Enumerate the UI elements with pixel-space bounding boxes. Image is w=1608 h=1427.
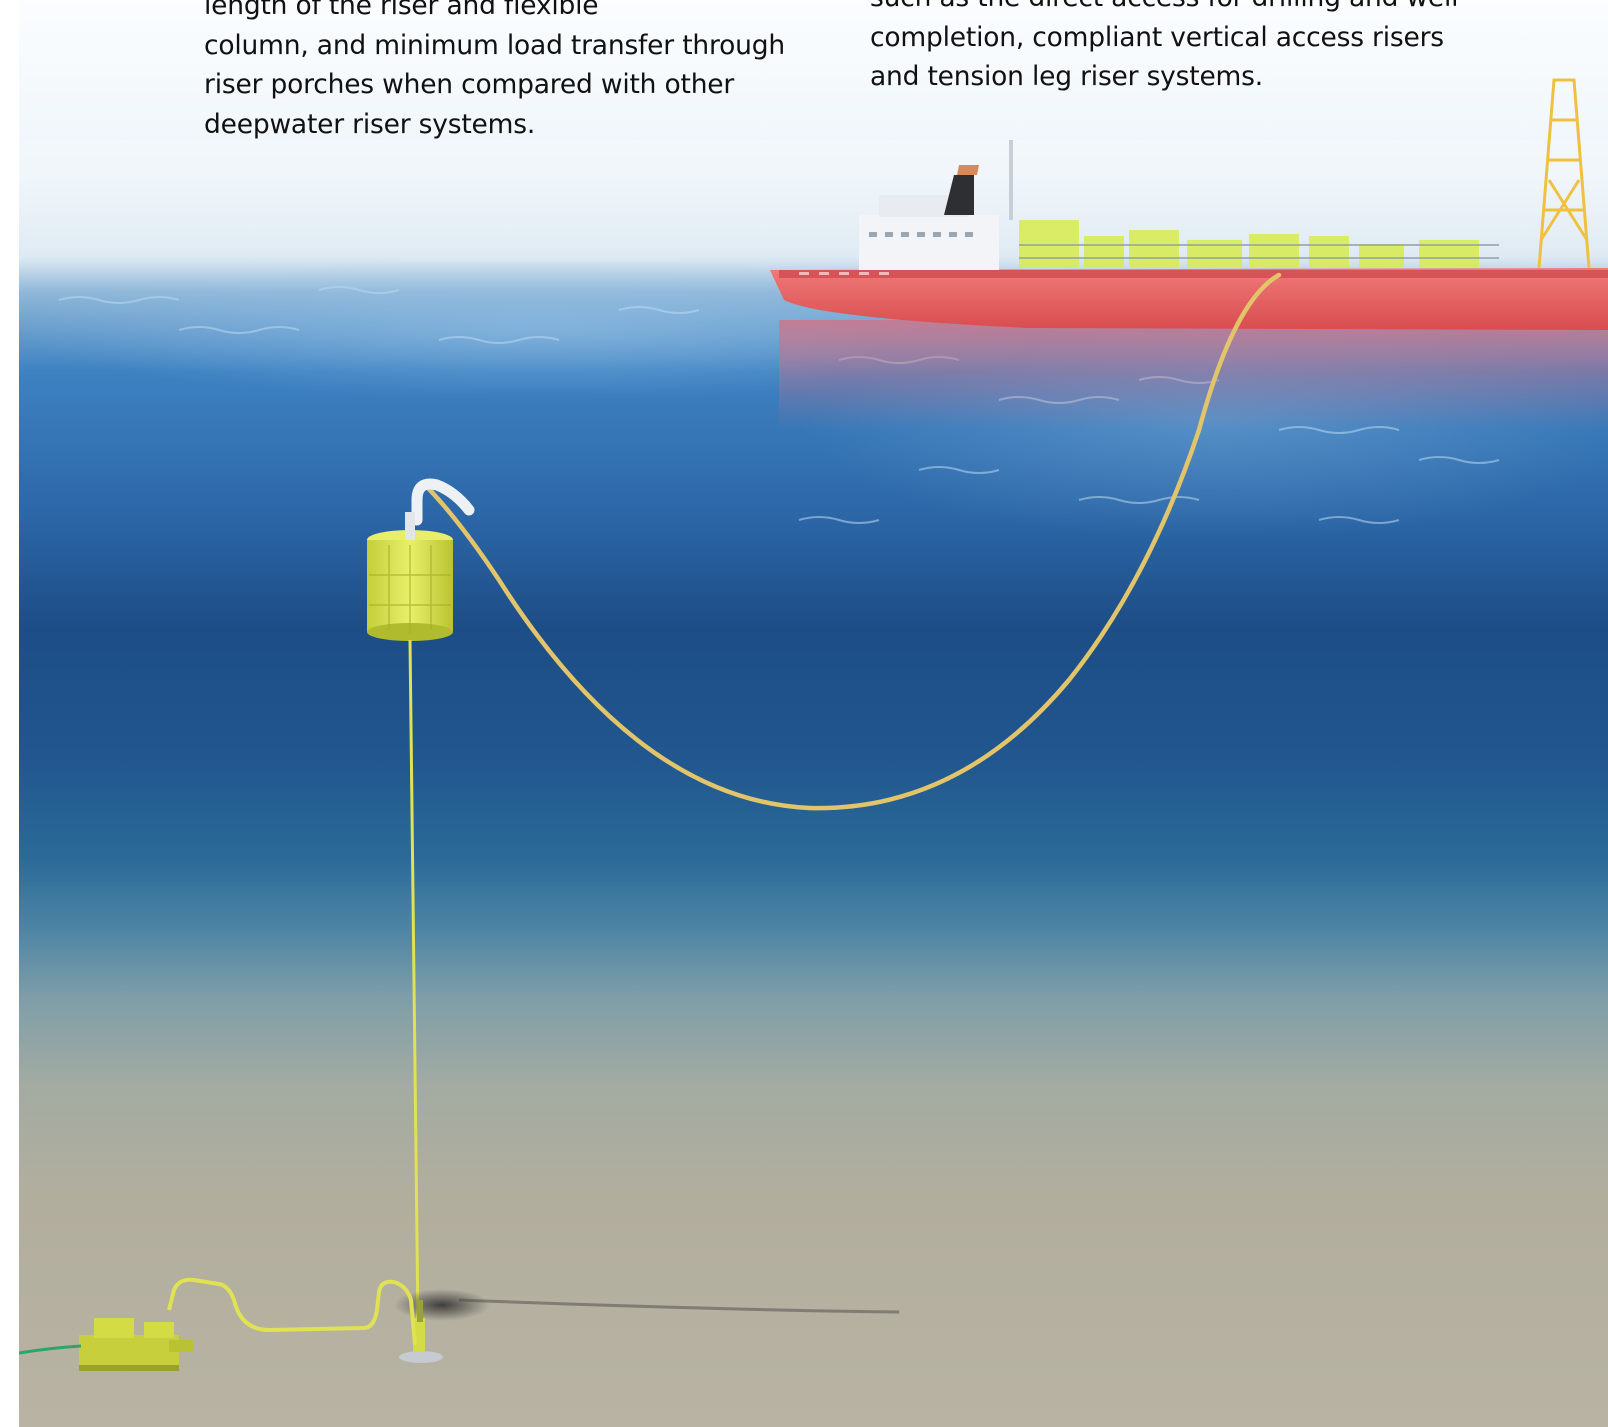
block-windows: [869, 232, 973, 237]
ship-reflection: [779, 320, 1608, 430]
module-piperacks: [1019, 244, 1499, 259]
body-text-left-column: length of the riser and flexible column,…: [204, 0, 785, 144]
hull-deckline: [779, 270, 1608, 278]
jumper-line: [167, 1277, 417, 1346]
hull-portholes: [799, 272, 889, 275]
text-line: riser porches when compared with other: [204, 69, 735, 100]
text-line: length of the riser and flexible: [204, 0, 599, 21]
fpso-vessel: [770, 78, 1608, 330]
text-line: completion, compliant vertical access ri…: [870, 21, 1444, 53]
rigid-riser: [408, 639, 420, 1326]
body-text-right-column: such as the direct access for drilling a…: [870, 0, 1459, 97]
text-line: and tension leg riser systems.: [870, 61, 1264, 92]
text-line: column, and minimum load transfer throug…: [204, 29, 785, 61]
text-line: deepwater riser systems.: [204, 108, 536, 140]
flexible-riser: [424, 272, 1282, 811]
buoyancy-can: [367, 512, 453, 641]
ship-mast: [1009, 140, 1013, 220]
ship-hull: [770, 268, 1608, 330]
riser-gooseneck: [411, 478, 475, 526]
ship-funnel: [944, 175, 974, 215]
accommodation-block: [859, 215, 999, 270]
riser-shadow: [458, 1298, 900, 1314]
deepwater-riser-illustration: [19, 0, 1608, 1427]
flare-tower: [1537, 78, 1591, 269]
subsea-manifold: [79, 1318, 193, 1371]
text-line: such as the direct access for drilling a…: [870, 0, 1459, 18]
umbilical-line: [19, 1344, 82, 1355]
